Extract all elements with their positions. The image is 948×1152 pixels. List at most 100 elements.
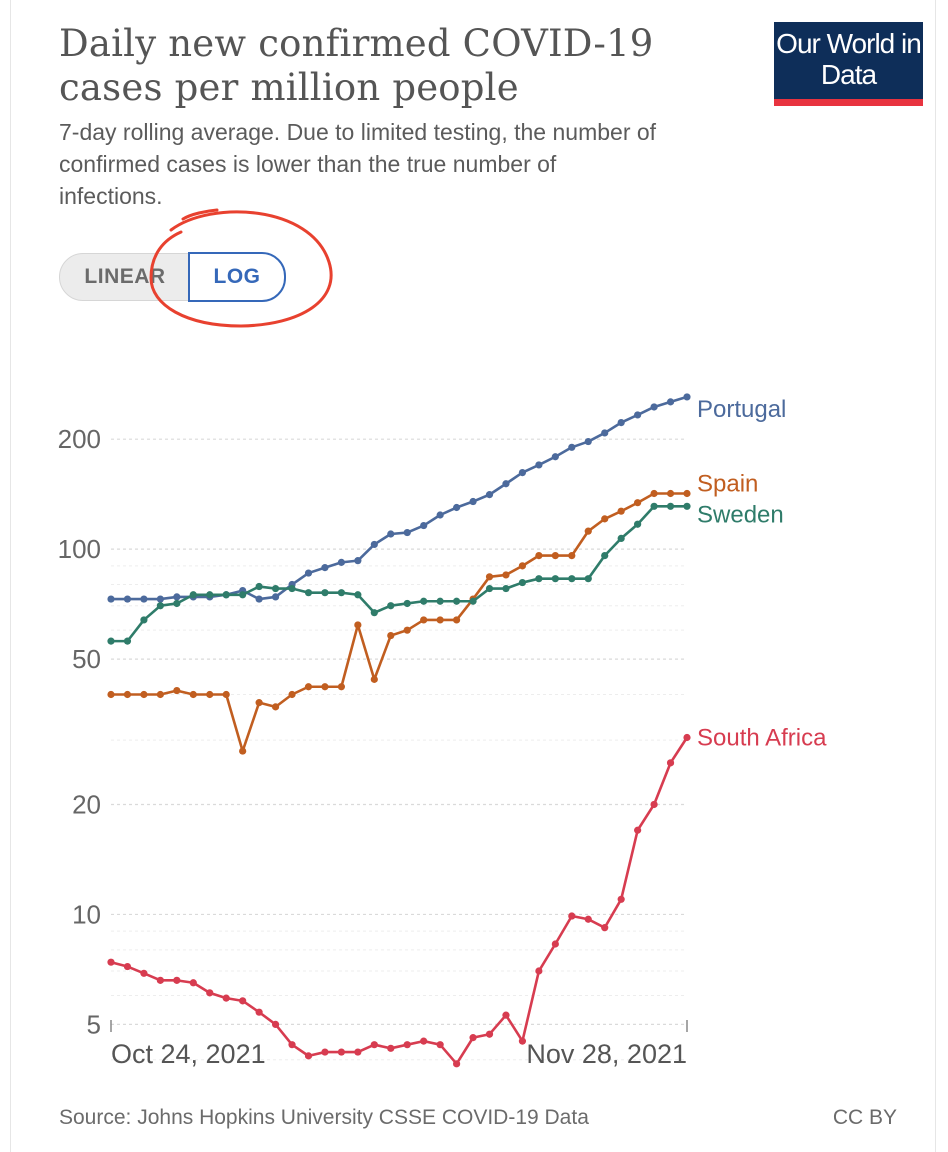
data-point: [206, 591, 214, 599]
data-point: [485, 573, 494, 581]
data-point: [321, 683, 329, 691]
data-point: [370, 609, 378, 617]
data-point: [140, 616, 148, 624]
y-tick-label: 100: [58, 534, 101, 564]
data-point: [271, 703, 280, 711]
data-point: [206, 989, 214, 997]
data-point: [206, 690, 214, 699]
line-chart: 5 10 20 50 100 200 Oct 24, 2021 Nov 28, 2021 Po…: [58, 393, 827, 1069]
data-point: [156, 976, 164, 984]
data-point: [107, 690, 115, 699]
data-point: [518, 1037, 527, 1045]
data-point: [304, 589, 313, 597]
log-scale-button[interactable]: LOG: [188, 252, 286, 302]
scale-toggle: LINEAR LOG: [59, 252, 286, 302]
data-point: [107, 637, 115, 645]
data-point: [354, 591, 362, 599]
data-point: [239, 747, 247, 755]
data-point: [156, 602, 164, 610]
data-point: [551, 453, 559, 461]
series-line-portugal: [111, 395, 688, 601]
linear-scale-button[interactable]: LINEAR: [84, 265, 166, 288]
data-point: [469, 597, 477, 605]
x-tick-label-start: Oct 24, 2021: [111, 1039, 266, 1069]
license-link[interactable]: CC BY: [832, 1106, 897, 1129]
data-point: [502, 1011, 510, 1019]
data-point: [634, 411, 642, 419]
owid-logo[interactable]: Our World in Data: [774, 22, 923, 106]
data-point: [288, 1041, 296, 1049]
data-point: [173, 599, 181, 608]
data-point: [436, 616, 444, 624]
data-point: [403, 626, 411, 634]
series-label: Sweden: [697, 501, 784, 528]
data-point: [288, 690, 296, 699]
data-point: [502, 571, 510, 579]
data-point: [584, 915, 592, 923]
series-label: Portugal: [697, 396, 786, 423]
data-point: [420, 616, 428, 624]
data-point: [650, 502, 658, 510]
data-point: [271, 593, 280, 601]
data-point: [123, 595, 132, 603]
data-point: [666, 502, 675, 510]
data-point: [420, 1037, 428, 1045]
data-point: [650, 403, 658, 411]
data-point: [535, 967, 543, 975]
data-point: [189, 690, 197, 699]
data-point: [568, 912, 576, 920]
data-point: [354, 557, 362, 565]
data-point: [123, 637, 132, 645]
data-point: [288, 584, 296, 593]
data-point: [666, 489, 675, 498]
data-point: [634, 520, 642, 528]
data-point: [222, 690, 230, 699]
data-point: [370, 1041, 378, 1049]
data-point: [551, 940, 559, 948]
data-point: [436, 597, 444, 605]
chart-title: Daily new confirmed COVID-19 cases per m…: [59, 22, 654, 109]
y-tick-label: 50: [72, 644, 101, 674]
data-point: [535, 575, 543, 583]
data-point: [420, 597, 428, 605]
data-point: [634, 826, 642, 834]
data-point: [568, 575, 576, 583]
data-point: [403, 528, 411, 537]
data-point: [255, 1008, 263, 1016]
logo-text: Our World in Data: [776, 28, 922, 90]
series-line-south-africa: [110, 736, 689, 1066]
data-point: [222, 591, 230, 599]
series-labels: Portugal Spain Sweden South Africa: [697, 396, 827, 752]
data-point: [239, 591, 247, 599]
data-point: [403, 1041, 411, 1049]
data-point: [453, 616, 461, 624]
data-point: [601, 924, 609, 932]
data-point: [173, 593, 181, 601]
data-point: [337, 558, 345, 566]
series-line-sweden: [111, 504, 687, 643]
data-point: [568, 552, 576, 560]
data-point: [584, 527, 592, 535]
data-point: [601, 552, 609, 560]
data-point: [354, 621, 362, 629]
axes: 5 10 20 50 100 200 Oct 24, 2021 Nov 28, 2021: [58, 424, 688, 1069]
series-label: Spain: [697, 470, 758, 497]
y-tick-label: 10: [72, 899, 101, 929]
data-point: [634, 499, 642, 507]
data-point: [354, 1048, 362, 1056]
data-point: [666, 759, 675, 767]
data-point: [551, 552, 559, 560]
data-point: [650, 489, 658, 498]
data-point: [173, 686, 181, 695]
series-label: South Africa: [697, 725, 827, 752]
data-point: [453, 503, 461, 512]
data-point: [666, 398, 675, 406]
data-point: [107, 958, 115, 966]
data-point: [535, 552, 543, 560]
logo-accent-bar: [774, 99, 923, 106]
data-point: [568, 443, 576, 451]
data-point: [601, 515, 609, 523]
data-point: [255, 699, 263, 707]
data-point: [502, 480, 510, 488]
data-point: [337, 589, 345, 597]
